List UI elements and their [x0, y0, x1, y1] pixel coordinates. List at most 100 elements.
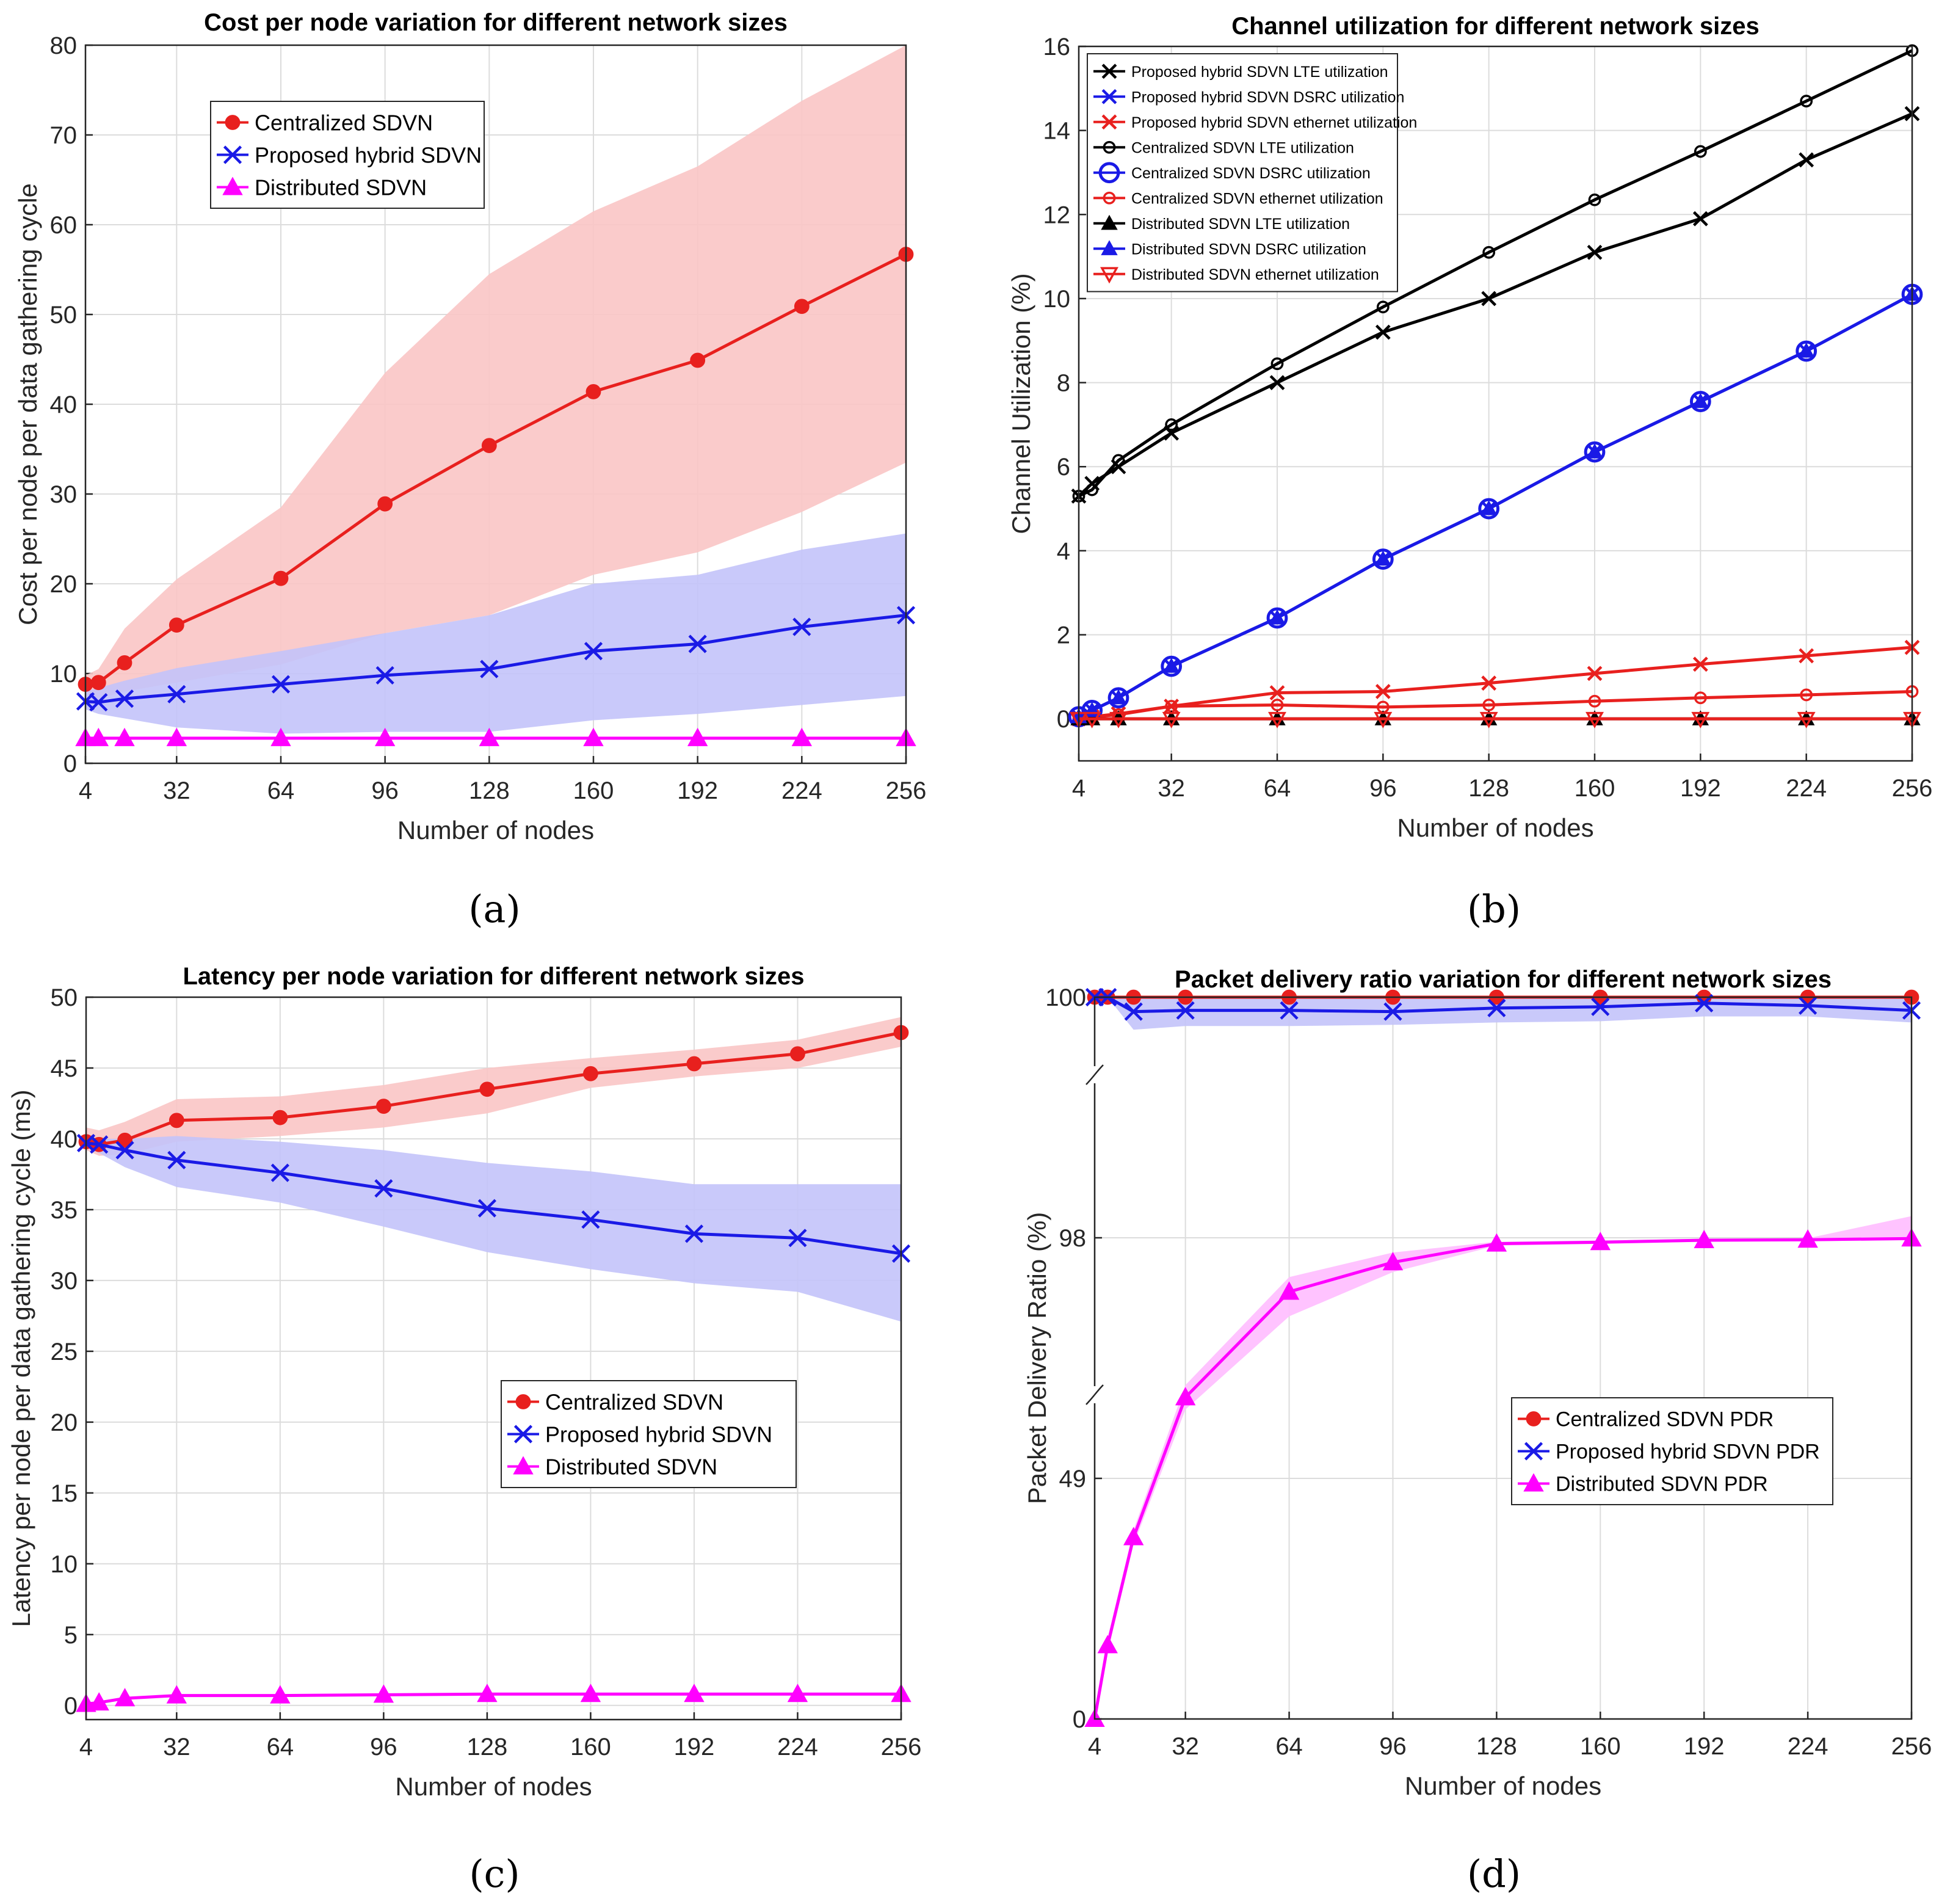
y-tick-label: 0	[63, 750, 77, 777]
data-point	[480, 659, 499, 678]
data-point	[1175, 1387, 1196, 1406]
panel-caption: (d)	[1467, 1851, 1521, 1896]
panel-caption: (c)	[469, 1851, 520, 1896]
data-point	[167, 685, 186, 703]
legend-entry-proposed-hybrid-sdvn-ethernet-utilization: Proposed hybrid SDVN ethernet utilizatio…	[1093, 114, 1417, 131]
y-tick-label: 6	[1057, 454, 1070, 481]
data-point	[584, 642, 603, 661]
legend-label: Distributed SDVN LTE utilization	[1131, 216, 1350, 233]
panel-a-cost-chart: 4 32 64 96 128 160 192 224 256 0 10 20 30 40 50 60 70 80 C…	[13, 9, 926, 931]
data-point	[1270, 357, 1284, 371]
axes-box	[84, 44, 907, 765]
data-point	[1482, 245, 1496, 259]
legend-entry-distributed-sdvn-lte-utilization: Distributed SDVN LTE utilization	[1093, 214, 1350, 233]
data-point	[114, 1688, 136, 1707]
data-point	[787, 1684, 808, 1702]
data-point	[90, 1135, 109, 1154]
legend-entry-proposed-hybrid-sdvn-dsrc-utilization: Proposed hybrid SDVN DSRC utilization	[1093, 89, 1404, 106]
data-point	[1375, 684, 1391, 699]
x-tick-label: 4	[79, 777, 92, 804]
x-tick-label: 192	[1684, 1733, 1725, 1760]
legend-entry-proposed-hybrid-sdvn: Proposed hybrid SDVN	[217, 142, 482, 167]
y-tick-label: 14	[1043, 118, 1071, 145]
x-tick-label: 32	[1158, 775, 1185, 802]
data-point	[581, 1210, 600, 1229]
data-point	[1482, 699, 1496, 711]
data-point	[1375, 324, 1391, 340]
x-tick-label: 64	[267, 777, 295, 804]
x-tick-label: 224	[1786, 775, 1827, 802]
x-tick-label: 192	[674, 1734, 715, 1760]
data-point	[114, 727, 135, 746]
y-tick-label: 16	[1043, 34, 1071, 60]
data-point	[583, 727, 604, 746]
data-point	[477, 1684, 498, 1702]
legend-box	[1511, 1397, 1833, 1505]
y-axis-label: Packet Delivery Ratio (%)	[1023, 1212, 1051, 1504]
legend-entry-centralized-sdvn: Centralized SDVN	[507, 1389, 723, 1414]
data-point	[1481, 675, 1497, 691]
data-point	[88, 727, 109, 746]
data-point	[115, 1141, 134, 1160]
legend-marker	[1101, 114, 1117, 130]
data-point	[1799, 996, 1818, 1015]
data-point	[479, 1081, 495, 1097]
chart-title: Packet delivery ratio variation for diff…	[1175, 966, 1832, 993]
data-point	[1799, 152, 1814, 168]
y-tick-label: 35	[51, 1197, 78, 1224]
data-point	[1082, 711, 1101, 729]
legend-label: Distributed SDVN	[545, 1454, 717, 1479]
x-tick-label: 32	[163, 777, 190, 804]
data-point	[1692, 393, 1709, 409]
data-point	[1587, 666, 1603, 681]
y-tick-label: 5	[64, 1622, 78, 1649]
data-point	[1372, 548, 1394, 570]
data-point	[117, 1132, 132, 1148]
legend-label: Centralized SDVN	[255, 110, 433, 135]
legend-label: Proposed hybrid SDVN	[545, 1422, 772, 1447]
data-point	[1691, 711, 1710, 729]
x-tick-label: 160	[573, 777, 614, 804]
data-point	[684, 1224, 704, 1243]
legend-entry-proposed-hybrid-sdvn: Proposed hybrid SDVN	[507, 1422, 772, 1447]
data-point	[374, 1179, 393, 1198]
data-point	[1486, 1233, 1507, 1252]
x-tick-label: 160	[570, 1734, 611, 1760]
legend-box	[1087, 53, 1398, 293]
legend-box	[501, 1380, 797, 1488]
legend-label: Distributed SDVN	[255, 175, 427, 200]
panel-d-pdr-chart: 4 32 64 96 128 160 192 224 256 0 49 98 100 Packet del…	[1023, 966, 1932, 1896]
x-tick-label: 96	[370, 1734, 397, 1760]
data-point	[1591, 997, 1610, 1016]
y-tick-label: 80	[50, 32, 78, 59]
data-point	[89, 1692, 109, 1711]
data-point	[1478, 498, 1500, 520]
data-point	[271, 675, 291, 694]
data-point	[270, 1163, 289, 1182]
y-tick-label: 60	[50, 212, 78, 239]
legend-marker	[515, 1394, 531, 1409]
data-point	[1280, 1001, 1299, 1020]
x-tick-label: 64	[1275, 1733, 1303, 1760]
data-point	[791, 727, 813, 746]
x-tick-label: 128	[1468, 775, 1509, 802]
x-axis-label: Number of nodes	[1397, 813, 1593, 842]
data-point	[1269, 609, 1286, 625]
legend-marker	[1101, 240, 1118, 255]
data-point	[169, 617, 184, 633]
x-tick-label: 4	[1088, 1733, 1101, 1760]
data-point	[477, 1199, 496, 1218]
data-point	[1588, 193, 1601, 206]
legend-label: Distributed SDVN PDR	[1556, 1473, 1768, 1496]
data-point	[1584, 441, 1606, 463]
data-point	[375, 1099, 391, 1114]
y-axis-label: Cost per node per data gathering cycle	[13, 183, 42, 625]
legend-marker	[513, 1425, 533, 1444]
data-point	[167, 1150, 186, 1169]
legend-marker	[1101, 214, 1118, 230]
legend-label: Centralized SDVN ethernet utilization	[1131, 190, 1383, 207]
data-point	[90, 675, 106, 691]
data-point	[117, 655, 132, 670]
x-tick-label: 192	[677, 777, 718, 804]
